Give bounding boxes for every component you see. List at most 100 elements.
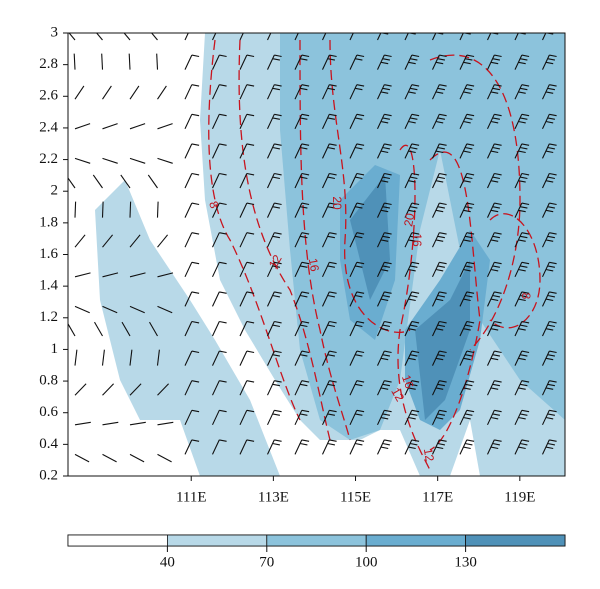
wind-barb <box>404 350 420 366</box>
x-tick-label: 111E <box>176 489 207 505</box>
wind-barb <box>514 409 530 426</box>
wind-barb <box>74 201 77 218</box>
wind-barb <box>487 143 502 159</box>
wind-barb <box>459 84 475 100</box>
wind-barb <box>322 202 337 218</box>
wind-barb <box>487 172 502 189</box>
wind-barb <box>74 85 85 100</box>
wind-barb <box>487 54 502 70</box>
wind-barb <box>322 84 337 100</box>
wind-barb <box>377 202 392 218</box>
contour-line <box>208 39 301 421</box>
wind-barb <box>157 272 174 278</box>
wind-barb <box>212 33 217 41</box>
contour-label: 20 <box>330 196 344 210</box>
wind-barb <box>432 113 447 130</box>
wind-barb <box>487 439 502 455</box>
wind-barb <box>157 157 173 164</box>
contour-label: 20 <box>401 212 417 228</box>
wind-barb <box>212 172 227 189</box>
wind-barb <box>514 261 530 278</box>
wind-barb <box>322 232 337 248</box>
wind-barb <box>267 113 282 130</box>
wind-barb <box>239 350 255 366</box>
wind-barb <box>377 232 392 248</box>
wind-barb <box>514 291 530 307</box>
wind-barb <box>377 143 392 159</box>
wind-barb <box>184 202 200 218</box>
wind-barb <box>294 113 310 130</box>
wind-barb <box>377 261 392 278</box>
wind-barb <box>377 439 392 455</box>
wind-barb <box>184 84 200 100</box>
wind-barb <box>239 33 244 41</box>
wind-barb <box>101 349 105 366</box>
wind-barb <box>121 321 131 337</box>
wind-barb <box>294 320 310 337</box>
wind-barb <box>157 85 167 100</box>
wind-barb <box>129 349 133 366</box>
y-tick-label: 0.4 <box>39 436 58 452</box>
wind-barb <box>267 320 282 337</box>
contour-label: 8 <box>206 199 222 210</box>
wind-barb <box>322 380 337 396</box>
wind-barb <box>129 421 146 426</box>
colorbar-label: 40 <box>160 554 175 570</box>
wind-barb <box>542 54 557 70</box>
wind-barb <box>94 321 103 337</box>
wind-barb <box>239 261 255 278</box>
y-tick-label: 0.6 <box>39 404 58 420</box>
wind-barb <box>487 84 502 100</box>
wind-barb <box>156 349 160 366</box>
wind-barb <box>157 305 173 314</box>
wind-barb <box>102 421 119 426</box>
wind-barb <box>377 113 392 130</box>
wind-barb <box>322 291 337 307</box>
wind-barb <box>404 143 420 159</box>
wind-barb <box>322 143 337 159</box>
wind-barb <box>212 113 227 130</box>
wind-barb <box>542 409 557 426</box>
wind-barb <box>267 33 272 41</box>
wind-barb <box>459 291 475 307</box>
wind-barb <box>74 272 91 278</box>
contour-label: 12 <box>266 252 285 271</box>
wind-barb <box>212 380 227 396</box>
wind-barb <box>294 380 310 396</box>
wind-barb <box>487 202 502 218</box>
y-tick-label: 2.4 <box>39 119 58 135</box>
wind-barb <box>102 234 114 248</box>
wind-barb <box>459 202 475 218</box>
wind-barb <box>432 172 447 189</box>
wind-barb <box>542 232 557 248</box>
wind-barb <box>349 439 365 455</box>
wind-barb <box>432 232 447 248</box>
wind-barb <box>74 157 91 164</box>
wind-barb <box>432 261 447 278</box>
wind-barb <box>184 350 200 366</box>
wind-barb <box>102 305 118 314</box>
wind-barb <box>184 380 200 396</box>
wind-barb <box>184 113 200 130</box>
contour-line <box>429 54 521 351</box>
wind-barb <box>212 350 227 366</box>
wind-barb <box>267 232 282 248</box>
wind-barb <box>542 84 557 100</box>
wind-barb <box>542 439 557 455</box>
wind-barb <box>404 113 420 130</box>
colorbar-segment <box>465 534 566 547</box>
wind-barb <box>95 33 103 41</box>
wind-barb <box>322 320 337 337</box>
wind-barb <box>212 84 227 100</box>
wind-barb <box>349 320 365 337</box>
contour-line <box>238 39 331 441</box>
wind-barb <box>239 172 255 189</box>
wind-barb <box>294 350 310 366</box>
contour-label: 16 <box>399 373 417 391</box>
contour-line <box>299 39 351 441</box>
wind-barb <box>212 202 227 218</box>
wind-barb <box>74 349 78 366</box>
wind-barb <box>542 261 557 278</box>
wind-barb <box>129 85 140 100</box>
wind-barb <box>322 350 337 366</box>
